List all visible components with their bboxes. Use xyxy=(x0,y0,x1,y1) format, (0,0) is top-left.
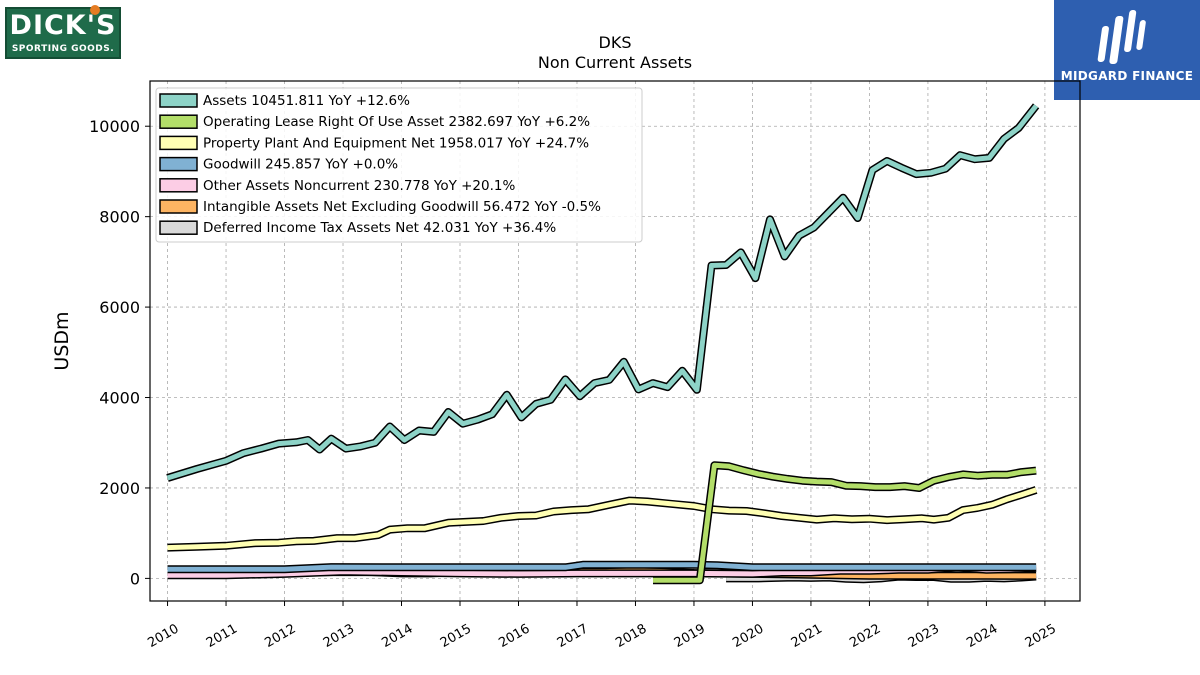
midgard-emblem-icon xyxy=(1097,10,1146,64)
midgard-finance-logo: MIDGARD FINANCE xyxy=(1054,0,1200,100)
legend-entry: Operating Lease Right Of Use Asset 2382.… xyxy=(203,114,590,130)
x-tick-label: 2010 xyxy=(145,621,181,651)
logo-left-wordmark: DICK'S xyxy=(9,10,117,41)
series-line xyxy=(166,104,1039,481)
y-tick-label: 10000 xyxy=(89,117,140,136)
x-tick-label: 2013 xyxy=(321,621,357,651)
chart-title: DKS xyxy=(599,33,632,52)
y-axis-label: USDm xyxy=(51,311,73,370)
legend-swatch xyxy=(159,220,198,235)
x-tick-label: 2016 xyxy=(496,621,532,651)
legend-entry: Assets 10451.811 YoY +12.6% xyxy=(203,93,410,109)
x-tick-label: 2012 xyxy=(262,621,298,651)
legend-box xyxy=(155,87,643,243)
x-tick-label: 2019 xyxy=(672,621,708,651)
legend-swatch xyxy=(159,156,198,172)
legend-entry: Property Plant And Equipment Net 1958.01… xyxy=(203,135,589,151)
x-tick-label: 2014 xyxy=(379,621,415,651)
y-tick-label: 6000 xyxy=(99,298,140,317)
y-tick-label: 8000 xyxy=(99,208,140,227)
series-line xyxy=(167,562,1037,572)
x-tick-label: 2011 xyxy=(204,621,240,651)
legend-entry: Other Assets Noncurrent 230.778 YoY +20.… xyxy=(203,178,515,194)
y-tick-label: 4000 xyxy=(99,389,140,408)
legend-swatch xyxy=(159,199,198,214)
x-tick-label: 2021 xyxy=(789,621,825,651)
x-tick-label: 2020 xyxy=(730,621,766,651)
x-tick-label: 2023 xyxy=(906,621,942,651)
y-tick-label: 2000 xyxy=(99,479,140,498)
legend-entry: Intangible Assets Net Excluding Goodwill… xyxy=(203,199,601,215)
legend-swatch xyxy=(159,135,198,151)
logo-right-name: MIDGARD FINANCE xyxy=(1060,69,1194,83)
legend-entry: Deferred Income Tax Assets Net 42.031 Yo… xyxy=(203,220,556,236)
x-tick-label: 2015 xyxy=(438,621,474,651)
legend-entry: Goodwill 245.857 YoY +0.0% xyxy=(203,157,398,173)
chart-subtitle: Non Current Assets xyxy=(538,53,692,72)
series-line xyxy=(167,487,1037,551)
x-tick-label: 2017 xyxy=(555,621,591,651)
legend: Assets 10451.811 YoY +12.6% Operating Lea… xyxy=(155,87,643,243)
dicks-sporting-goods-logo: DICK'S SPORTING GOODS. xyxy=(5,5,121,59)
x-tick-label: 2018 xyxy=(613,621,649,651)
basketball-icon xyxy=(90,5,100,15)
legend-swatch xyxy=(159,93,198,108)
series-lines xyxy=(166,103,1040,585)
legend-swatch xyxy=(159,114,198,129)
plot-frame xyxy=(149,80,1081,602)
logo-left-tagline: SPORTING GOODS. xyxy=(11,44,115,54)
legend-swatch xyxy=(159,178,198,193)
x-tick-label: 2022 xyxy=(847,621,883,651)
x-tick-label: 2025 xyxy=(1023,621,1059,651)
y-tick-label: 0 xyxy=(130,569,140,588)
series-line xyxy=(653,462,1037,583)
x-tick-label: 2024 xyxy=(964,621,1000,651)
